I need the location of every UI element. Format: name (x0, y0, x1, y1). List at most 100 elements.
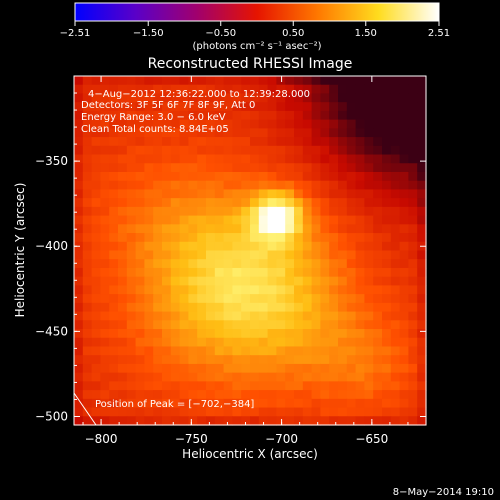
colorbar-units: (photons cm⁻² s⁻¹ asec⁻²) (192, 41, 321, 52)
heatmap-cell (223, 416, 233, 426)
heatmap-cell (126, 163, 137, 173)
heatmap-cell (250, 224, 260, 234)
heatmap-cell (338, 206, 348, 217)
heatmap-cell (135, 320, 145, 330)
heatmap-cell (74, 233, 84, 243)
heatmap-cell (329, 171, 339, 182)
heatmap-cell (232, 128, 242, 138)
annotation-time-range: 4−Aug−2012 12:36:22.000 to 12:39:28.000 (88, 89, 310, 100)
heatmap-cell (390, 346, 401, 356)
heatmap-cell (355, 267, 365, 278)
heatmap-cell (197, 267, 207, 278)
heatmap-cell (118, 241, 128, 252)
heatmap-cell (91, 285, 101, 295)
heatmap-cell (118, 171, 128, 182)
heatmap-cell (162, 259, 172, 269)
heatmap-cell (162, 390, 172, 400)
heatmap-cell (144, 267, 154, 278)
heatmap-cell (285, 346, 295, 356)
heatmap-cell (338, 110, 348, 121)
heatmap-cell (285, 206, 295, 217)
heatmap-cell (100, 276, 110, 286)
heatmap-cell (276, 372, 286, 382)
heatmap-cell (144, 311, 154, 321)
heatmap-cell (232, 416, 242, 426)
heatmap-cell (232, 398, 242, 409)
heatmap-cell (417, 267, 427, 278)
heatmap-cell (258, 311, 269, 321)
x-tick-label: −800 (85, 432, 118, 446)
heatmap-cell (179, 145, 189, 156)
heatmap-cell (135, 93, 145, 103)
heatmap-cell (285, 180, 295, 191)
heatmap-cell (153, 206, 163, 217)
heatmap-cell (399, 84, 409, 95)
heatmap-cell (311, 259, 321, 269)
heatmap-cell (382, 128, 392, 138)
heatmap-cell (267, 215, 277, 225)
heatmap-cell (364, 128, 374, 138)
heatmap-cell (408, 381, 418, 391)
heatmap-cell (355, 276, 365, 286)
heatmap-cell (74, 84, 84, 95)
heatmap-cell (399, 381, 409, 391)
heatmap-cell (197, 241, 207, 252)
heatmap-cell (285, 93, 295, 103)
heatmap-cell (100, 329, 110, 339)
heatmap-cell (346, 189, 357, 199)
heatmap-cell (302, 180, 313, 191)
heatmap-cell (338, 180, 348, 191)
heatmap-cell (126, 302, 137, 313)
heatmap-cell (170, 171, 181, 182)
heatmap-cell (258, 294, 269, 304)
heatmap-cell (153, 163, 163, 173)
heatmap-cell (223, 241, 233, 252)
heatmap-cell (417, 276, 427, 286)
heatmap-cell (144, 390, 154, 400)
heatmap-cell (232, 163, 242, 173)
heatmap-cell (214, 267, 225, 278)
heatmap-cell (294, 363, 304, 374)
heatmap-cell (241, 224, 251, 234)
heatmap-cell (197, 206, 207, 217)
heatmap-cell (179, 294, 189, 304)
heatmap-cell (320, 363, 330, 374)
heatmap-cell (382, 363, 392, 374)
heatmap-cell (364, 224, 374, 234)
heatmap-cell (417, 206, 427, 217)
heatmap-cell (250, 337, 260, 348)
heatmap-cell (346, 302, 357, 313)
heatmap-cell (346, 224, 357, 234)
heatmap-cell (179, 137, 189, 147)
heatmap-cell (144, 128, 154, 138)
heatmap-cell (206, 267, 216, 278)
heatmap-cell (382, 355, 392, 365)
heatmap-cell (214, 163, 225, 173)
heatmap-cell (355, 163, 365, 173)
heatmap-cell (214, 154, 225, 164)
heatmap-cell (179, 102, 189, 112)
heatmap-cell (276, 302, 286, 313)
heatmap-cell (91, 171, 101, 182)
heatmap-cell (285, 337, 295, 348)
heatmap-cell (302, 171, 313, 182)
heatmap-cell (346, 128, 357, 138)
heatmap-cell (390, 267, 401, 278)
heatmap-cell (250, 285, 260, 295)
heatmap-cell (338, 329, 348, 339)
heatmap-cell (294, 233, 304, 243)
heatmap-cell (417, 145, 427, 156)
heatmap-cell (197, 163, 207, 173)
heatmap-cell (206, 311, 216, 321)
heatmap-cell (91, 128, 101, 138)
heatmap-cell (153, 198, 163, 208)
heatmap-cell (82, 337, 93, 348)
heatmap-cell (223, 137, 233, 147)
heatmap-cell (126, 381, 137, 391)
heatmap-cell (267, 381, 277, 391)
heatmap-cell (144, 346, 154, 356)
heatmap-cell (250, 398, 260, 409)
heatmap-cell (232, 250, 242, 260)
heatmap-cell (294, 398, 304, 409)
heatmap-cell (390, 198, 401, 208)
